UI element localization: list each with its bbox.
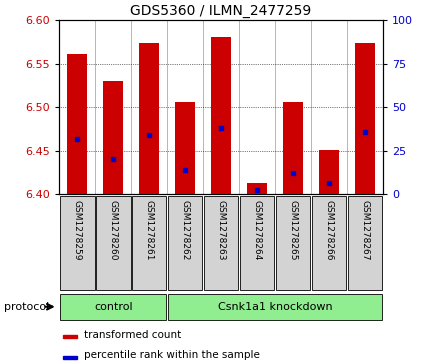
Bar <box>283 102 303 194</box>
Text: Csnk1a1 knockdown: Csnk1a1 knockdown <box>218 302 332 312</box>
Bar <box>103 81 123 194</box>
Text: transformed count: transformed count <box>84 330 181 340</box>
FancyBboxPatch shape <box>204 196 238 290</box>
FancyBboxPatch shape <box>60 196 95 290</box>
FancyBboxPatch shape <box>96 196 131 290</box>
FancyBboxPatch shape <box>132 196 166 290</box>
Text: GSM1278264: GSM1278264 <box>253 200 261 261</box>
Text: GSM1278260: GSM1278260 <box>109 200 118 261</box>
Text: GSM1278259: GSM1278259 <box>73 200 82 261</box>
Text: control: control <box>94 302 132 312</box>
Bar <box>62 335 77 338</box>
Text: GSM1278265: GSM1278265 <box>289 200 297 261</box>
Bar <box>139 44 159 194</box>
Text: protocol: protocol <box>4 302 50 312</box>
Text: GSM1278263: GSM1278263 <box>216 200 226 261</box>
Bar <box>175 102 195 194</box>
Bar <box>247 183 267 194</box>
FancyBboxPatch shape <box>348 196 382 290</box>
FancyBboxPatch shape <box>276 196 310 290</box>
Text: GSM1278262: GSM1278262 <box>181 200 190 261</box>
FancyBboxPatch shape <box>312 196 346 290</box>
Text: GSM1278266: GSM1278266 <box>324 200 334 261</box>
FancyBboxPatch shape <box>168 294 382 320</box>
Title: GDS5360 / ILMN_2477259: GDS5360 / ILMN_2477259 <box>131 4 312 17</box>
FancyBboxPatch shape <box>240 196 274 290</box>
Bar <box>355 44 375 194</box>
Bar <box>67 54 87 194</box>
Text: GSM1278261: GSM1278261 <box>145 200 154 261</box>
FancyBboxPatch shape <box>168 196 202 290</box>
Text: GSM1278267: GSM1278267 <box>360 200 369 261</box>
FancyBboxPatch shape <box>60 294 166 320</box>
Bar <box>211 37 231 194</box>
Bar <box>319 150 339 194</box>
Bar <box>62 356 77 359</box>
Text: percentile rank within the sample: percentile rank within the sample <box>84 351 260 360</box>
